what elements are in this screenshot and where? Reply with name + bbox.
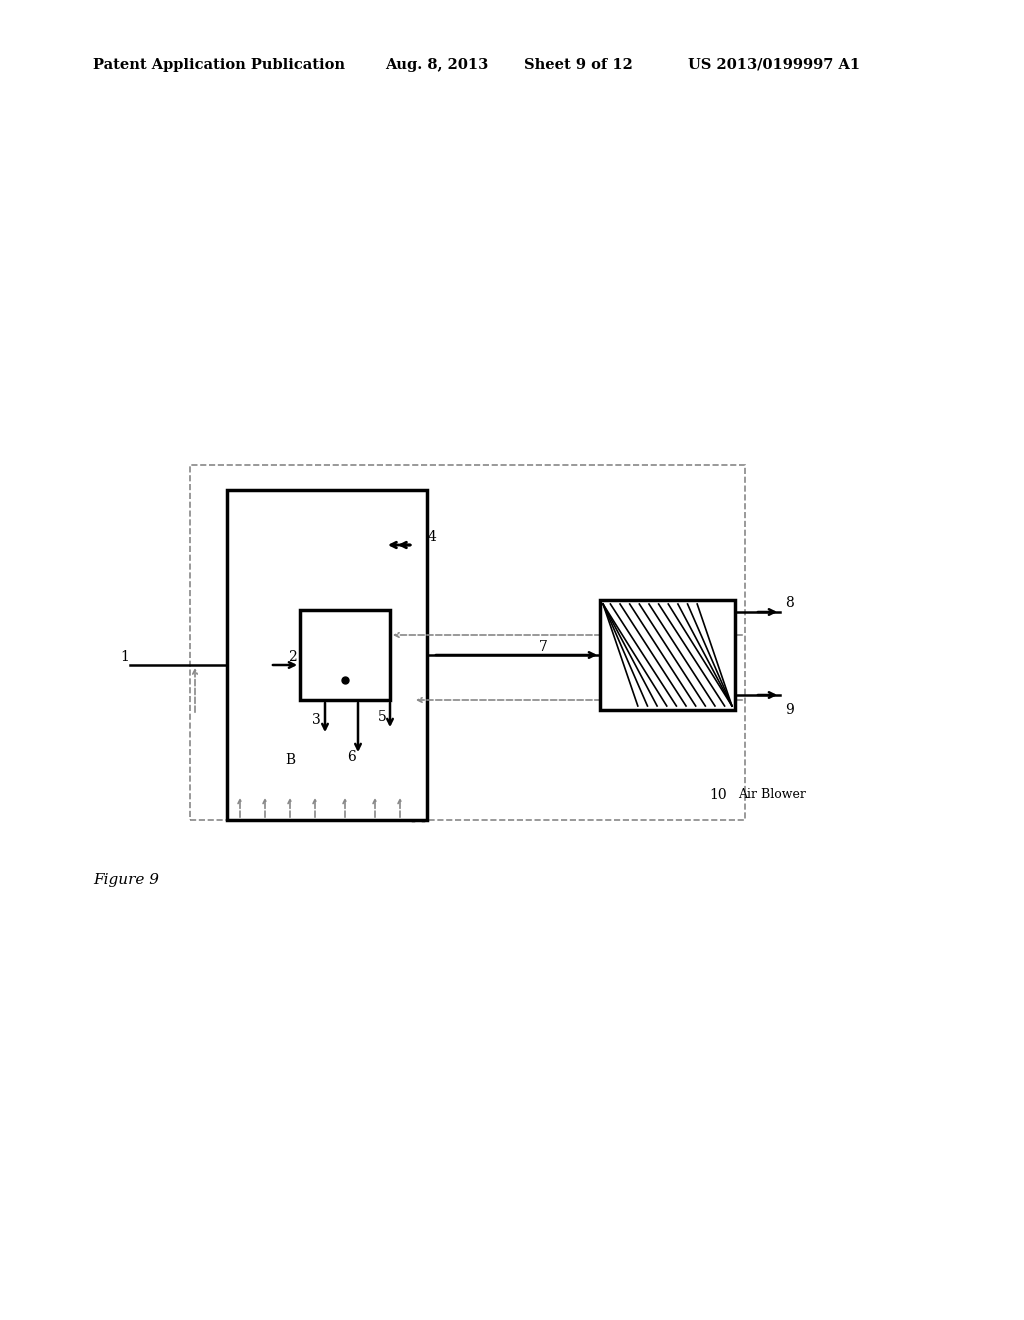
Text: US 2013/0199997 A1: US 2013/0199997 A1 (688, 58, 860, 73)
Text: Figure 9: Figure 9 (93, 873, 159, 887)
Text: Patent Application Publication: Patent Application Publication (93, 58, 345, 73)
Bar (300, 610, 390, 700)
Text: Aug. 8, 2013: Aug. 8, 2013 (385, 58, 488, 73)
Text: Sheet 9 of 12: Sheet 9 of 12 (524, 58, 633, 73)
Text: 3: 3 (311, 713, 321, 727)
Text: 4: 4 (428, 531, 436, 544)
Text: 6: 6 (347, 750, 356, 764)
Text: Air Blower: Air Blower (738, 788, 806, 801)
Text: 8: 8 (785, 597, 795, 610)
Bar (190, 465, 745, 820)
Text: 1: 1 (121, 649, 129, 664)
Text: 9: 9 (785, 704, 795, 717)
Text: 5: 5 (378, 710, 386, 723)
Text: 2: 2 (288, 649, 296, 664)
Text: A: A (355, 638, 365, 652)
Text: B: B (285, 752, 295, 767)
Text: 7: 7 (539, 640, 548, 653)
Bar (227, 490, 427, 820)
Bar (600, 601, 735, 710)
Text: 10: 10 (710, 788, 727, 803)
